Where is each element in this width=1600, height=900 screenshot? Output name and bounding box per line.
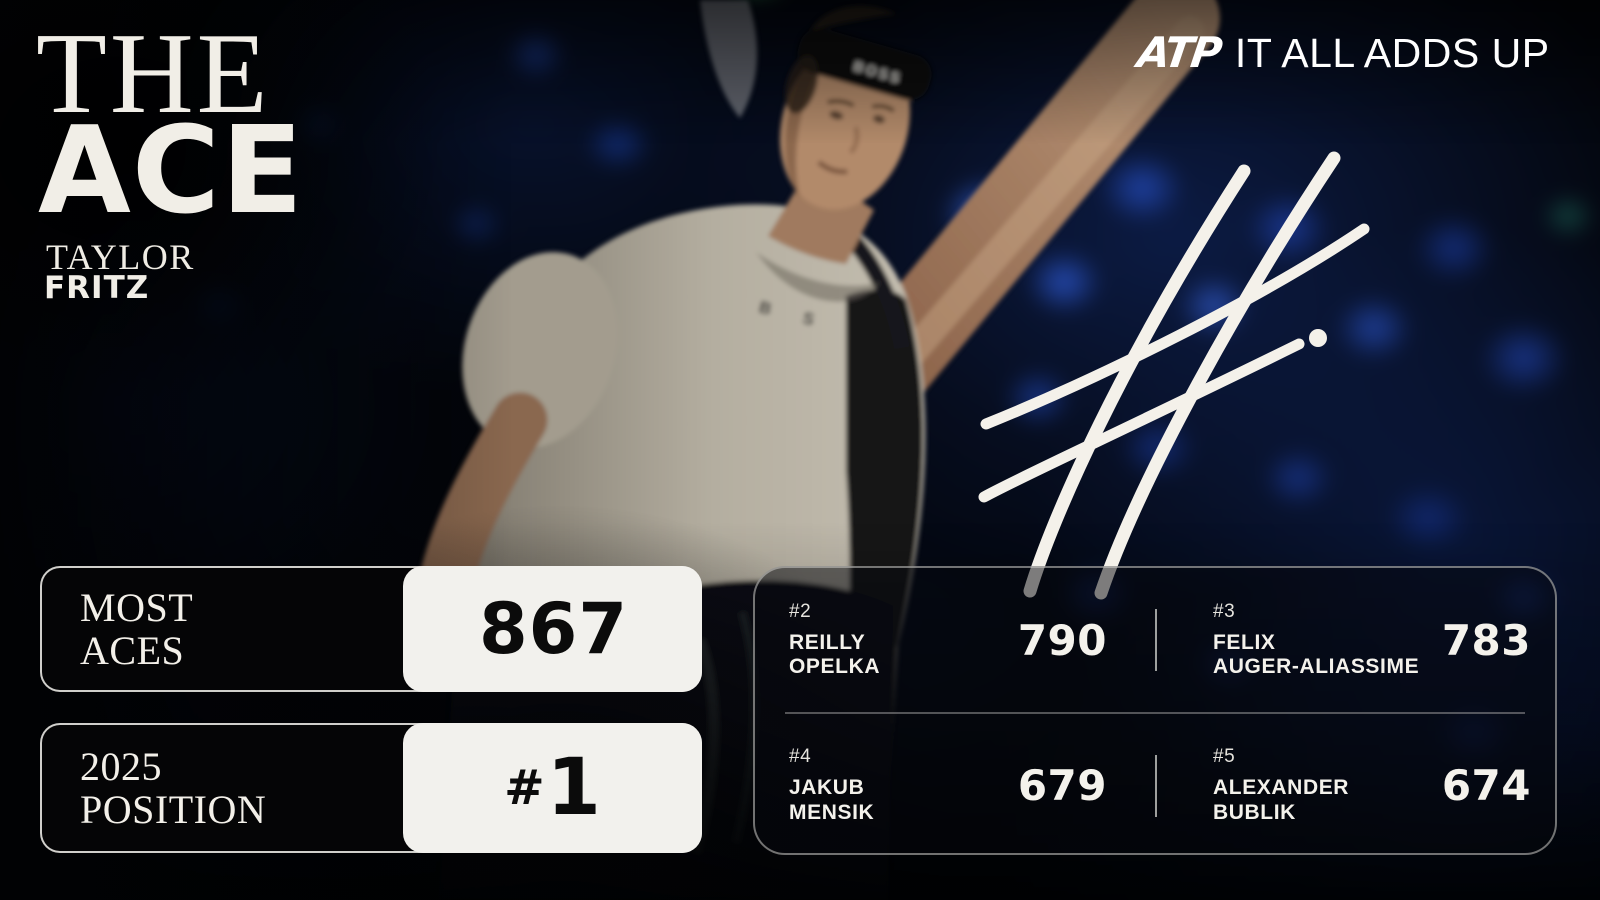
- leader-rank: #2: [789, 600, 812, 622]
- leader-cell-rank3: #3 FELIX AUGER-ALIASSIME 783: [1157, 568, 1559, 712]
- leader-name-line1: ALEXANDER: [1213, 776, 1350, 800]
- leader-rank: #3: [1213, 600, 1236, 622]
- horizontal-divider: [785, 712, 1525, 714]
- stat-value-hash: #: [504, 760, 545, 816]
- signature-stroke: [1023, 164, 1251, 598]
- stat-card-most-aces: MOST ACES 867: [40, 566, 702, 692]
- leader-name-line2: MENSIK: [789, 800, 875, 824]
- stat-label-line2: POSITION: [80, 787, 267, 832]
- leader-name-line2: OPELKA: [789, 655, 881, 678]
- stat-label-line2: ACES: [80, 628, 185, 673]
- brand-lockup: ATP IT ALL ADDS UP: [1134, 28, 1550, 77]
- vertical-divider: [1155, 609, 1157, 671]
- player-first-name: TAYLOR: [46, 237, 195, 277]
- leader-name: JAKUB MENSIK: [789, 776, 874, 824]
- leader-name-line2: BUBLIK: [1213, 800, 1296, 824]
- leader-value: 790: [1017, 615, 1107, 665]
- leader-name-line1: REILLY: [789, 630, 866, 654]
- stat-value-number: 867: [478, 588, 629, 670]
- stat-card-position: 2025 POSITION #1: [40, 723, 702, 853]
- leader-name: ALEXANDER BUBLIK: [1213, 776, 1349, 824]
- title-ace: ACE: [38, 102, 304, 241]
- stat-label-line1: 2025: [80, 743, 162, 789]
- leader-identity: #5 ALEXANDER BUBLIK: [1213, 746, 1349, 824]
- stat-label: MOST ACES: [42, 584, 194, 673]
- stat-label: 2025 POSITION: [42, 743, 267, 832]
- leader-value: 674: [1441, 761, 1531, 810]
- aces-leaderboard-panel: #2 REILLY OPELKA 790 #3 FELIX AUGER-ALIA…: [753, 566, 1557, 855]
- leader-rank: #4: [789, 746, 812, 768]
- leader-name: REILLY OPELKA: [789, 631, 880, 679]
- signature-stroke: [978, 338, 1305, 503]
- leader-value: 783: [1441, 615, 1531, 665]
- leader-identity: #2 REILLY OPELKA: [789, 601, 880, 679]
- player-last-name: FRITZ: [44, 270, 150, 306]
- leader-cell-rank4: #4 JAKUB MENSIK 679: [755, 714, 1157, 857]
- stat-value-number: 1: [546, 743, 601, 833]
- stat-value: 867: [403, 566, 702, 692]
- leader-rank: #5: [1213, 746, 1236, 768]
- leader-cell-rank2: #2 REILLY OPELKA 790: [755, 568, 1157, 712]
- leader-name-line1: FELIX: [1213, 630, 1276, 654]
- leader-name: FELIX AUGER-ALIASSIME: [1213, 631, 1419, 679]
- leader-name-line2: AUGER-ALIASSIME: [1213, 655, 1420, 678]
- leader-identity: #4 JAKUB MENSIK: [789, 746, 874, 824]
- vertical-divider: [1155, 755, 1157, 817]
- signature-stroke: [980, 223, 1370, 430]
- title-the: THE: [36, 10, 271, 138]
- leader-value: 679: [1017, 761, 1107, 810]
- signature-stroke: [1094, 151, 1341, 600]
- brand-tagline: IT ALL ADDS UP: [1234, 29, 1550, 76]
- leader-cell-rank5: #5 ALEXANDER BUBLIK 674: [1157, 714, 1559, 857]
- stat-value: #1: [403, 723, 702, 853]
- stat-label-line1: MOST: [80, 584, 194, 630]
- signature-dot: [1309, 329, 1327, 347]
- leader-identity: #3 FELIX AUGER-ALIASSIME: [1213, 601, 1419, 679]
- atp-logo: ATP: [1134, 28, 1224, 77]
- leader-name-line1: JAKUB: [789, 776, 865, 800]
